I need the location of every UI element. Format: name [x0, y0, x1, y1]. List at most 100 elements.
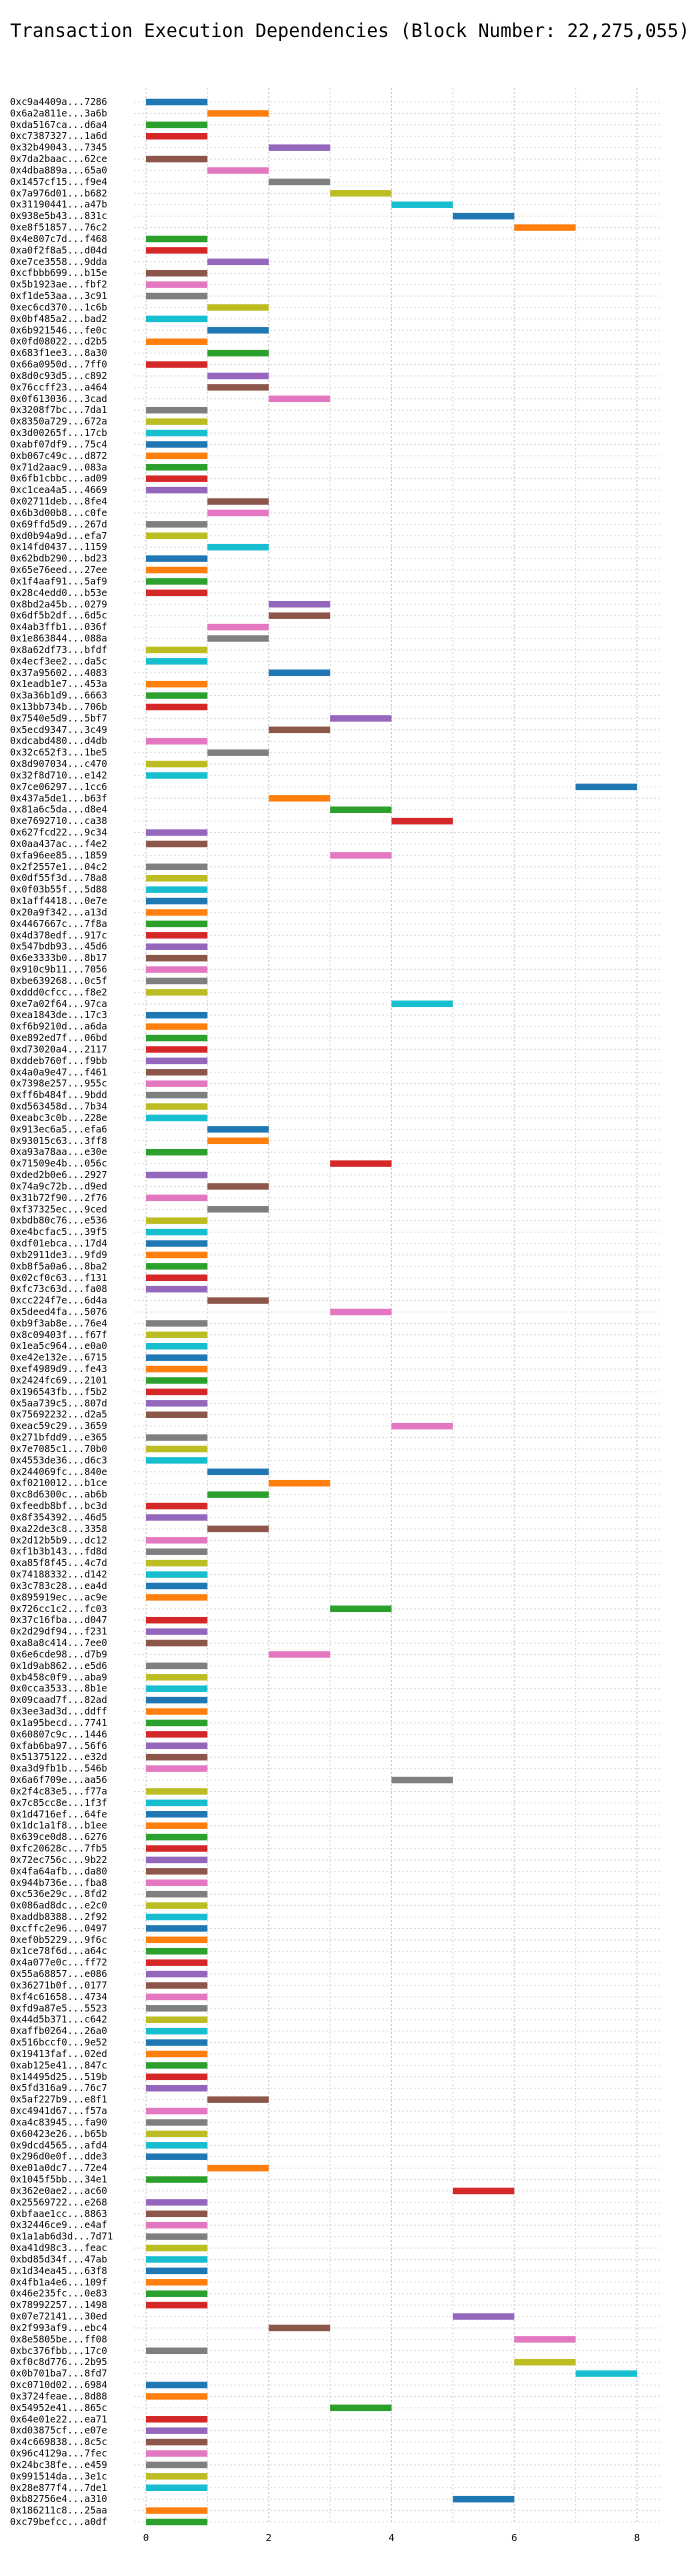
dependency-bar: [146, 441, 208, 448]
dependency-bar: [146, 1457, 208, 1464]
tx-label: 0x1dc1a1f8...b1ee: [10, 1821, 108, 1832]
dependency-bar: [146, 920, 208, 928]
tx-label: 0xded2b0e6...2927: [10, 1170, 107, 1181]
dependency-bar: [146, 1833, 208, 1841]
dependency-bar: [452, 212, 515, 220]
tx-label: 0xc79befcc...a0df: [10, 2517, 107, 2528]
tx-label: 0xb2911de3...9fd9: [10, 1250, 108, 1261]
tx-label: 0x1aff4418...0e7e: [10, 896, 108, 907]
dependency-bar: [146, 1388, 208, 1396]
dependency-bar: [268, 601, 331, 608]
dependency-bar: [207, 635, 269, 642]
dependency-bar: [146, 338, 208, 345]
tx-label: 0x7e7085c1...70b0: [10, 1444, 108, 1455]
tx-label: 0x32446ce9...e4af: [10, 2220, 107, 2231]
dependency-bar: [146, 589, 208, 597]
dependency-bar: [391, 1776, 453, 1784]
tx-label: 0xc1cea4a5...4669: [10, 485, 108, 496]
dependency-bar: [146, 1856, 208, 1864]
dependency-bar: [146, 1445, 208, 1453]
tx-label: 0x44d5b371...c642: [10, 2015, 107, 2026]
dependency-bar: [146, 1616, 208, 1624]
tx-label: 0xc8d6300c...ab6b: [10, 1490, 108, 1501]
tx-label: 0xe892ed7f...06bd: [10, 1033, 107, 1044]
tx-label: 0x6e6cde98...d7b9: [10, 1649, 108, 1660]
tx-label: 0x639ce0d8...6276: [10, 1832, 108, 1843]
dependency-bar: [207, 349, 269, 357]
tx-label: 0xfc20628c...7fb5: [10, 1844, 107, 1855]
tx-label: 0x6a6f709e...aa56: [10, 1775, 108, 1786]
tx-label: 0xc4941d67...f57a: [10, 2106, 107, 2117]
dependency-bar: [146, 886, 208, 893]
tx-label: 0xbc376fbb...17c0: [10, 2346, 108, 2357]
dependency-bar: [268, 178, 331, 186]
tx-label: 0x5b1923ae...fbf2: [10, 280, 107, 291]
dependency-bar: [146, 1057, 208, 1065]
dependency-bar: [146, 418, 208, 425]
tx-label: 0xec6cd370...1c6b: [10, 302, 108, 313]
dependency-bar: [146, 2427, 208, 2434]
dependency-bar: [146, 840, 208, 848]
tx-label: 0x4fb1a4e6...109f: [10, 2277, 107, 2288]
tx-label: 0x944b736e...fba8: [10, 1878, 108, 1889]
tx-label: 0x0cca3533...8b1e: [10, 1684, 108, 1695]
tx-label: 0xf4c61658...4734: [10, 1992, 108, 2003]
tx-label: 0xc9a4409a...7286: [10, 97, 108, 108]
dependency-bar: [146, 1822, 208, 1829]
dependency-bar: [146, 406, 208, 414]
dependency-bar: [207, 623, 269, 631]
tx-label: 0x0aa437ac...f4e2: [10, 839, 107, 850]
tx-label: 0xb82756e4...a310: [10, 2494, 108, 2505]
tx-label: 0x4d378edf...917c: [10, 930, 107, 941]
tx-label: 0x1f4aaf91...5af9: [10, 576, 108, 587]
dependency-bar: [146, 1719, 208, 1727]
tx-label: 0xb9f3ab8e...76e4: [10, 1318, 108, 1329]
dependency-bar: [452, 2313, 515, 2320]
tx-label: 0x1d4716ef...64fe: [10, 1809, 108, 1820]
dependency-bar: [207, 327, 269, 334]
tx-label: 0x09caad7f...82ad: [10, 1695, 107, 1706]
tx-label: 0x32b49043...7345: [10, 143, 107, 154]
tx-label: 0x1eadb1e7...453a: [10, 679, 107, 690]
tx-label: 0x895919ec...ac9e: [10, 1592, 108, 1603]
tx-label: 0x3a36b1d9...6663: [10, 691, 107, 702]
dependency-bar: [146, 2084, 208, 2092]
dependency-bar: [146, 2119, 208, 2126]
dependency-bar: [207, 372, 269, 380]
dependency-bar: [146, 2507, 208, 2514]
dependency-bar: [146, 2347, 208, 2355]
tx-label: 0xfa96ee85...1859: [10, 850, 108, 861]
dependency-bar: [146, 1959, 208, 1966]
tx-label: 0x24bc38fe...e459: [10, 2460, 108, 2471]
tx-label: 0x362e0ae2...ac60: [10, 2186, 108, 2197]
dependency-bar: [146, 2005, 208, 2012]
dependency-bar: [146, 269, 208, 277]
dependency-bar: [207, 749, 269, 756]
dependency-bar: [146, 874, 208, 882]
tx-label: 0x196543fb...f5b2: [10, 1387, 107, 1398]
dependency-bar: [146, 760, 208, 768]
dependency-bar: [146, 1925, 208, 1932]
dependency-bar: [146, 2221, 208, 2229]
tx-label: 0xab125e41...847c: [10, 2060, 107, 2071]
tx-label: 0xc536e29c...8fd2: [10, 1889, 107, 1900]
dependency-bar: [146, 1331, 208, 1339]
tx-label: 0x3ee3ad3d...ddff: [10, 1707, 107, 1718]
tx-label: 0xb458c0f9...aba9: [10, 1672, 108, 1683]
tx-label: 0x54952e41...865c: [10, 2403, 107, 2414]
tx-label: 0x627fcd22...9c34: [10, 828, 108, 839]
tx-label: 0x3c783c28...ea4d: [10, 1581, 107, 1592]
dependency-bar: [146, 1091, 208, 1099]
tx-label: 0x4a077e0c...ff72: [10, 1958, 107, 1969]
tx-label: 0xabf07df9...75c4: [10, 439, 108, 450]
tx-label: 0x7a976d01...b682: [10, 188, 107, 199]
dependency-bar: [146, 1947, 208, 1955]
tx-label: 0xaddb8388...2f92: [10, 1912, 107, 1923]
tx-label: 0xfab6ba97...56f6: [10, 1741, 108, 1752]
dependency-bar: [268, 795, 331, 802]
tx-label: 0x72ec756c...9b22: [10, 1855, 107, 1866]
dependency-bar: [146, 680, 208, 688]
tx-label: 0x1d9ab862...e5d6: [10, 1661, 108, 1672]
dependency-bar: [146, 361, 208, 368]
tx-label: 0x1045f5bb...34e1: [10, 2175, 108, 2186]
